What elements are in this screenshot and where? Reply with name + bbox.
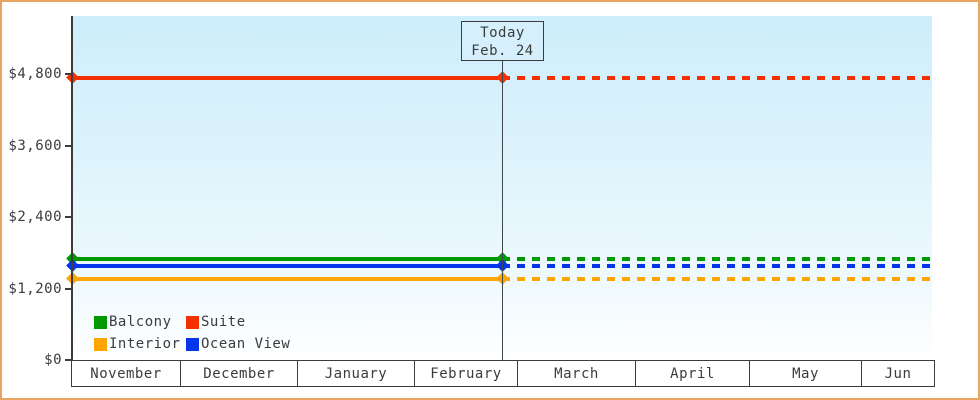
y-tick-label: $2,400	[8, 209, 62, 225]
tick-mark	[65, 216, 72, 218]
suite-swatch-icon	[186, 315, 199, 329]
month-cell-december: December	[180, 361, 297, 386]
balcony-price-line	[66, 252, 932, 266]
x-axis-month-strip: November December January February March…	[71, 360, 935, 387]
interior-line-forecast	[502, 276, 932, 281]
legend-label: Interior	[109, 336, 181, 352]
legend-item-balcony: Balcony	[94, 314, 186, 330]
legend-item-interior: Interior	[94, 336, 186, 352]
y-tick-1200: $1,200	[2, 281, 72, 297]
legend-row: Balcony Suite	[94, 314, 290, 330]
y-tick-label: $3,600	[8, 137, 62, 154]
y-tick-label: $4,800	[8, 66, 62, 82]
today-label: Today	[480, 25, 525, 41]
y-axis-line	[71, 16, 73, 363]
today-vertical-line	[502, 59, 503, 360]
y-tick-3600: $3,600	[2, 138, 72, 154]
month-cell-february: February	[414, 361, 517, 386]
y-tick-label: $1,200	[8, 280, 62, 297]
interior-price-line	[66, 272, 932, 285]
tick-mark	[65, 287, 72, 290]
balcony-swatch-icon	[94, 315, 107, 329]
y-tick-2400: $2,400	[2, 209, 72, 225]
suite-line-history	[73, 75, 502, 80]
today-annotation-box: Today Feb. 24	[461, 21, 544, 61]
month-cell-jun: Jun	[861, 361, 934, 386]
today-date: Feb. 24	[471, 43, 534, 59]
month-cell-april: April	[635, 361, 749, 386]
balcony-line-history	[73, 257, 502, 262]
legend-item-ocean-view: Ocean View	[186, 336, 290, 352]
legend-label: Balcony	[109, 314, 172, 330]
y-tick-4800: $4,800	[2, 66, 72, 82]
ocean-view-price-line	[66, 258, 932, 272]
y-tick-label: $0	[44, 352, 62, 368]
legend-item-suite: Suite	[186, 314, 246, 330]
interior-line-history	[73, 276, 502, 281]
month-cell-may: May	[749, 361, 861, 386]
suite-line-forecast	[502, 75, 932, 80]
tick-mark	[65, 359, 72, 361]
month-cell-march: March	[517, 361, 635, 386]
ocean-view-line-history	[73, 263, 502, 268]
tick-mark	[65, 73, 72, 75]
interior-swatch-icon	[94, 337, 107, 351]
legend-label: Ocean View	[201, 336, 291, 352]
suite-price-line	[66, 70, 932, 84]
y-tick-0: $0	[2, 352, 72, 368]
ocean-view-line-forecast	[502, 263, 932, 268]
balcony-line-forecast	[502, 257, 932, 262]
legend: Balcony Suite Interior Ocean View	[94, 314, 290, 352]
month-cell-november: November	[90, 365, 162, 382]
tick-mark	[65, 144, 72, 147]
legend-row: Interior Ocean View	[94, 336, 290, 352]
legend-label: Suite	[201, 314, 246, 330]
month-cell-january: January	[297, 361, 414, 386]
ocean-view-swatch-icon	[186, 337, 199, 351]
